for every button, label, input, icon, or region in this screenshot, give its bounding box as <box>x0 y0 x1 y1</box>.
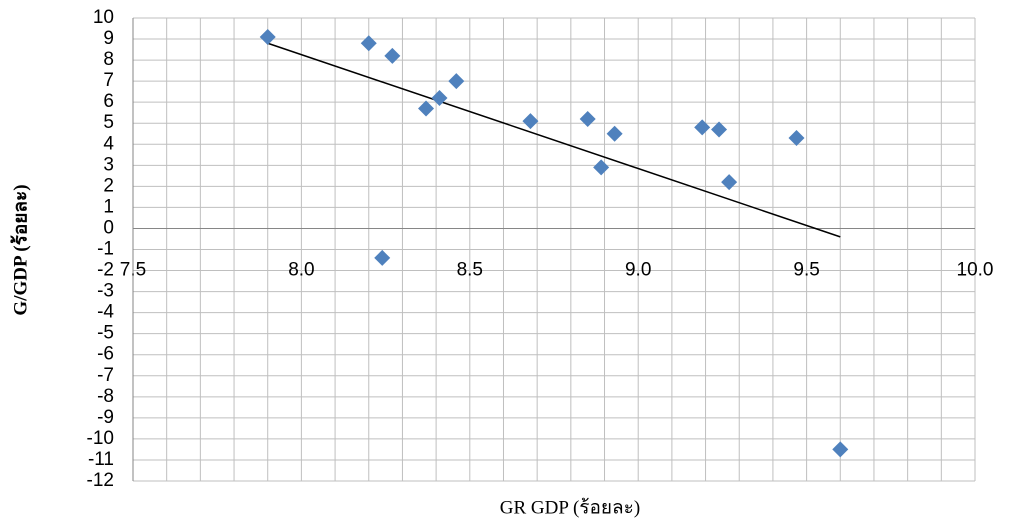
point <box>721 174 738 191</box>
point <box>384 47 401 64</box>
y-tick-label: -5 <box>97 323 114 344</box>
y-tick-label: -12 <box>87 470 114 491</box>
y-tick-label: 4 <box>103 133 114 154</box>
point <box>259 28 276 45</box>
trend-line <box>267 42 841 238</box>
point <box>593 159 610 176</box>
y-tick-label: -11 <box>88 449 114 470</box>
point <box>711 121 728 138</box>
point <box>431 89 448 106</box>
y-tick-label: 1 <box>103 196 114 217</box>
y-tick-label: -9 <box>97 407 114 428</box>
y-tick-label: 7 <box>103 70 114 91</box>
y-tick-label: -1 <box>97 239 114 260</box>
y-tick-label: 6 <box>103 91 114 112</box>
point <box>694 119 711 136</box>
y-tick-label: -8 <box>97 386 114 407</box>
point <box>522 113 539 130</box>
y-tick-label: -6 <box>97 344 114 365</box>
y-tick-label: 0 <box>103 217 114 238</box>
x-tick-label: 9.0 <box>625 259 651 280</box>
y-tick-label: -3 <box>97 281 114 302</box>
y-tick-label: -7 <box>97 365 114 386</box>
y-tick-label: 8 <box>103 49 114 70</box>
y-tick-label: 10 <box>93 7 114 28</box>
y-tick-label: 3 <box>103 154 114 175</box>
point <box>360 35 377 52</box>
y-tick-label: -10 <box>87 428 114 449</box>
point <box>418 100 435 117</box>
x-axis-label: GR GDP (ร้อยละ) <box>500 497 640 518</box>
point <box>606 125 623 142</box>
y-tick-label: 2 <box>103 175 114 196</box>
y-tick-label: -4 <box>97 302 114 323</box>
point <box>579 111 596 128</box>
y-tick-label: 9 <box>103 28 114 49</box>
x-tick-label: 9.5 <box>793 259 819 280</box>
point <box>788 129 805 146</box>
point <box>832 441 849 458</box>
x-tick-label: 10.0 <box>957 259 994 280</box>
x-tick-label: 8.5 <box>457 259 483 280</box>
x-tick-label: 8.0 <box>288 259 314 280</box>
y-tick-label: -2 <box>97 260 114 281</box>
y-axis-label: G/GDP (ร้อยละ) <box>9 184 31 315</box>
point <box>374 249 391 266</box>
y-tick-label: 5 <box>103 112 114 133</box>
point <box>448 73 465 90</box>
